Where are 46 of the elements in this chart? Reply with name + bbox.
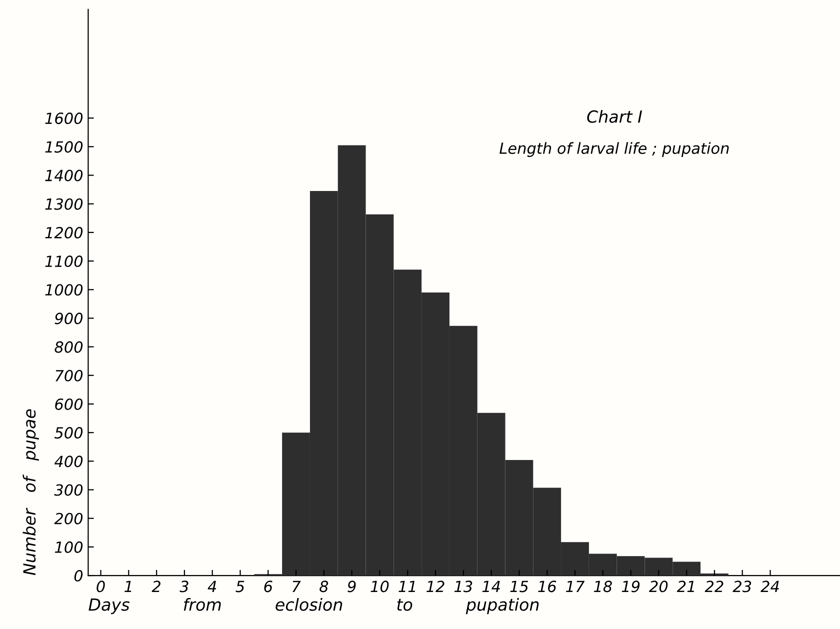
y-tick-label: 1300 (45, 198, 83, 210)
y-axis-title: Number of pupae (22, 409, 39, 576)
y-tick-label: 1500 (45, 141, 83, 153)
x-tick-label: 12 (426, 580, 444, 592)
x-tick-label: 0 (96, 580, 105, 592)
y-tick-label: 800 (54, 341, 83, 353)
y-tick-label: 200 (54, 512, 83, 524)
y-tick-label: 600 (55, 398, 83, 410)
x-tick-label: 14 (482, 580, 500, 592)
x-tick-label: 13 (454, 580, 472, 592)
y-tick-label: 1000 (45, 284, 83, 296)
y-tick-label: 400 (54, 456, 83, 468)
x-tick-label: 5 (236, 580, 244, 592)
y-tick-label: 100 (54, 541, 83, 553)
y-tick-label: 1600 (45, 112, 83, 124)
x-tick-label: 15 (510, 580, 528, 592)
y-tick-label: 300 (54, 484, 83, 496)
y-tick-label: 1400 (45, 170, 83, 182)
x-tick-label: 17 (566, 580, 585, 592)
x-tick-label: 8 (320, 580, 328, 592)
x-tick-label: 10 (370, 580, 389, 592)
x-axis-title: Days from eclosion to pupation (88, 598, 539, 614)
y-tick-label: 700 (56, 370, 83, 382)
x-tick-label: 24 (760, 580, 779, 592)
x-tick-label: 23 (732, 580, 752, 592)
x-tick-label: 18 (594, 580, 612, 592)
x-tick-label: 4 (208, 580, 216, 592)
text: Chart I (587, 110, 642, 123)
x-tick-label: 16 (538, 580, 556, 592)
x-tick-label: 6 (264, 580, 272, 592)
x-tick-label: 21 (676, 580, 694, 592)
x-tick-label: 20 (649, 580, 668, 592)
y-tick-label: 500 (54, 427, 83, 439)
x-tick-label: 22 (704, 580, 724, 592)
x-tick-label: 19 (622, 580, 640, 592)
y-tick-label: 0 (74, 570, 83, 582)
x-tick-label: 3 (180, 580, 188, 592)
y-tick-label: 1100 (45, 256, 83, 268)
y-tick-label: 900 (54, 312, 83, 324)
x-tick-label: 9 (348, 580, 356, 592)
x-tick-label: 2 (152, 580, 160, 592)
y-tick-label: 1200 (45, 226, 83, 238)
x-tick-label: 11 (398, 580, 416, 592)
text: Length of larval life ; pupation (500, 142, 729, 157)
x-tick-label: 1 (124, 580, 132, 592)
x-tick-label: 7 (292, 580, 301, 592)
